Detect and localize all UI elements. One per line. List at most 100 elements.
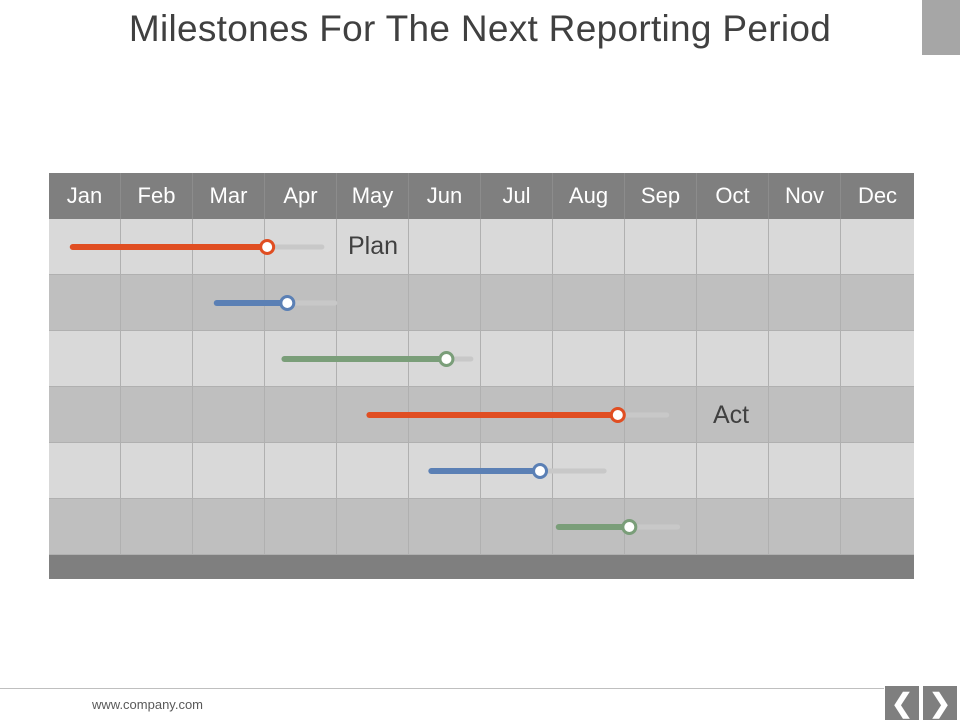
gantt-cell bbox=[769, 331, 841, 387]
gantt-cell bbox=[481, 499, 553, 555]
gantt-cell bbox=[625, 499, 697, 555]
gantt-cell bbox=[337, 275, 409, 331]
gantt-cell bbox=[409, 331, 481, 387]
gantt-cell bbox=[121, 387, 193, 443]
gantt-cell bbox=[553, 499, 625, 555]
footer-divider bbox=[0, 688, 884, 689]
gantt-cell bbox=[697, 331, 769, 387]
gantt-cell bbox=[265, 331, 337, 387]
month-header-oct: Oct bbox=[697, 173, 769, 219]
gantt-cell bbox=[841, 443, 914, 499]
page-title: Milestones For The Next Reporting Period bbox=[128, 8, 832, 49]
gantt-cell bbox=[193, 331, 265, 387]
gantt-cell bbox=[265, 219, 337, 275]
gantt-cell bbox=[625, 219, 697, 275]
gantt-cell bbox=[193, 219, 265, 275]
gantt-cell bbox=[337, 499, 409, 555]
month-header-dec: Dec bbox=[857, 183, 898, 208]
plan-label: Plan bbox=[348, 232, 399, 260]
gantt-cell bbox=[769, 219, 841, 275]
gantt-cell bbox=[409, 387, 481, 443]
month-header-jun: Jun bbox=[409, 173, 481, 219]
gantt-cell bbox=[337, 387, 409, 443]
gantt-cell bbox=[193, 499, 265, 555]
gantt-cell bbox=[625, 387, 697, 443]
month-header-may: May bbox=[337, 173, 409, 219]
gantt-cell bbox=[409, 443, 481, 499]
gantt-cell bbox=[481, 275, 553, 331]
month-header-nov: Nov bbox=[769, 173, 841, 219]
gantt-cell bbox=[841, 219, 914, 275]
footer-url: www.company.com bbox=[92, 697, 204, 712]
gantt-cell bbox=[769, 499, 841, 555]
gantt-cell bbox=[337, 443, 409, 499]
gantt-row bbox=[49, 275, 914, 331]
month-header-apr: Apr bbox=[265, 173, 337, 219]
gantt-cell bbox=[625, 443, 697, 499]
gantt-cell bbox=[409, 499, 481, 555]
gantt-cell bbox=[49, 219, 121, 275]
gantt-cell bbox=[553, 443, 625, 499]
chevron-right-icon[interactable]: ❯ bbox=[923, 686, 957, 720]
gantt-cell bbox=[121, 443, 193, 499]
gantt-cell bbox=[481, 387, 553, 443]
gantt-cell bbox=[841, 275, 914, 331]
gantt-row bbox=[49, 443, 914, 499]
gantt-cell bbox=[265, 499, 337, 555]
month-header-aug: Aug bbox=[553, 173, 625, 219]
gantt-cell bbox=[841, 387, 914, 443]
gantt-cell bbox=[49, 331, 121, 387]
gantt-cell bbox=[481, 331, 553, 387]
gantt-cell bbox=[49, 275, 121, 331]
gantt-cell bbox=[697, 275, 769, 331]
act-label: Act bbox=[713, 401, 750, 429]
gantt-cell bbox=[481, 443, 553, 499]
month-header-jan: Jan bbox=[49, 173, 121, 219]
gantt-cell bbox=[841, 331, 914, 387]
gantt-cell bbox=[625, 331, 697, 387]
gantt-row bbox=[49, 387, 914, 443]
month-header-feb: Feb bbox=[121, 173, 193, 219]
gantt-cell bbox=[697, 443, 769, 499]
gantt-row bbox=[49, 219, 914, 275]
gantt-cell bbox=[121, 499, 193, 555]
gantt-cell bbox=[265, 275, 337, 331]
gantt-cell bbox=[265, 387, 337, 443]
gantt-cell bbox=[553, 275, 625, 331]
gantt-cell bbox=[553, 219, 625, 275]
gantt-cell bbox=[697, 219, 769, 275]
gantt-cell bbox=[49, 499, 121, 555]
gantt-cell bbox=[49, 387, 121, 443]
gantt-cell bbox=[697, 387, 769, 443]
gantt-cell bbox=[553, 331, 625, 387]
gantt-cell bbox=[265, 443, 337, 499]
month-header-row: Jan Feb Mar Apr May Jun Jul Aug Sep Oct … bbox=[49, 173, 914, 219]
gantt-cell bbox=[553, 387, 625, 443]
gantt-cell bbox=[121, 275, 193, 331]
gantt-cell bbox=[121, 331, 193, 387]
gantt-cell bbox=[769, 275, 841, 331]
gantt-cell bbox=[193, 443, 265, 499]
gantt-cell bbox=[121, 219, 193, 275]
gantt-cell bbox=[409, 219, 481, 275]
gantt-row bbox=[49, 331, 914, 387]
gantt-cell bbox=[481, 219, 553, 275]
gantt-cell bbox=[337, 331, 409, 387]
gantt-cell bbox=[409, 275, 481, 331]
corner-accent bbox=[922, 0, 960, 55]
gantt-row bbox=[49, 499, 914, 555]
gantt-cell bbox=[697, 499, 769, 555]
chevron-left-icon[interactable]: ❮ bbox=[885, 686, 919, 720]
month-header-jul: Jul bbox=[481, 173, 553, 219]
gantt-cell bbox=[769, 443, 841, 499]
gantt-cell bbox=[841, 499, 914, 555]
month-header-mar: Mar bbox=[193, 173, 265, 219]
gantt-grid: Jan Feb Mar Apr May Jun Jul Aug Sep Oct … bbox=[49, 173, 914, 579]
gantt-cell bbox=[769, 387, 841, 443]
gantt-cell bbox=[193, 387, 265, 443]
grid-footer-bar bbox=[49, 555, 914, 579]
gantt-cell bbox=[193, 275, 265, 331]
month-header-sep: Sep bbox=[625, 173, 697, 219]
gantt-rows bbox=[49, 219, 914, 555]
gantt-cell bbox=[49, 443, 121, 499]
